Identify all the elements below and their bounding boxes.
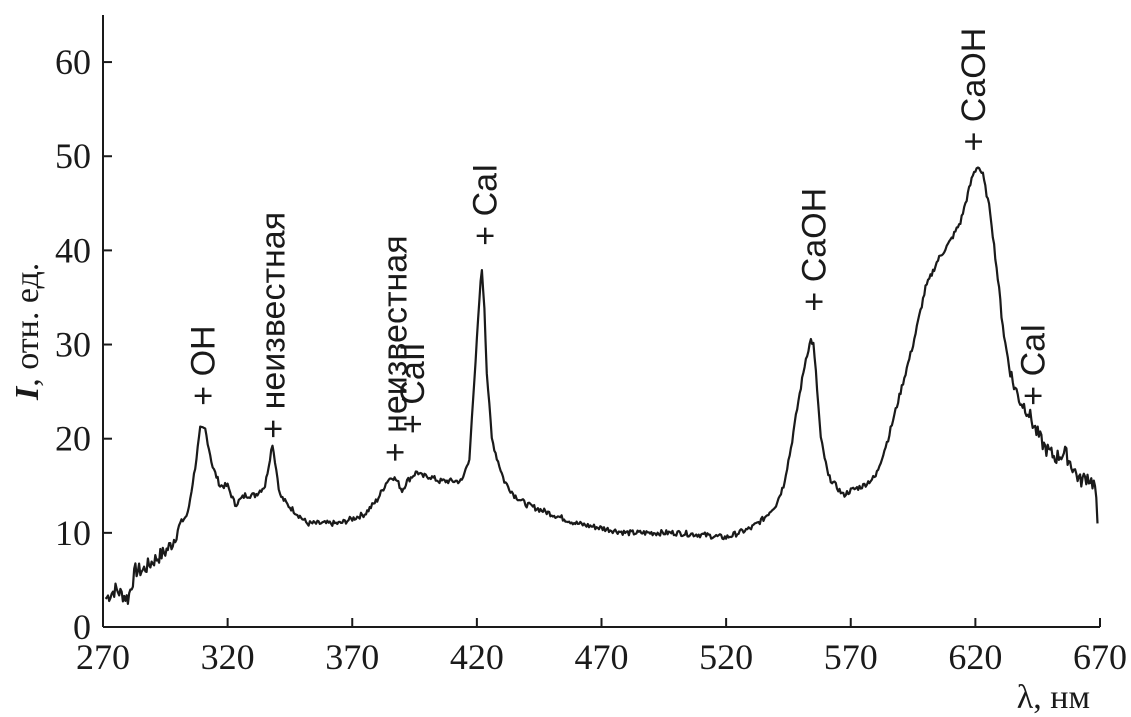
x-tick-label: 670	[1073, 637, 1127, 677]
peak-annotations: + OH + неизвестная + неизвестная+ CaII+ Ca…	[185, 28, 1053, 462]
x-tick-label: 420	[450, 637, 504, 677]
peak-annotation-label: + CaI	[466, 163, 504, 245]
y-tick-label: 30	[55, 325, 91, 365]
y-tick-label: 60	[55, 42, 91, 82]
x-tick-label: 470	[575, 637, 629, 677]
peak-annotation: + CaI	[1015, 323, 1053, 405]
y-tick-label: 0	[73, 607, 91, 647]
peak-annotation-label: + CaII	[394, 342, 432, 434]
y-axis-unit: , отн. ед.	[9, 263, 46, 387]
peak-annotation: + CaOH	[795, 188, 833, 312]
x-ticks: 270 320 370 420 470 520 570 620 670	[76, 618, 1127, 677]
x-tick-label: 370	[325, 637, 379, 677]
y-ticks: 0 10 20 30 40 50 60	[55, 42, 112, 647]
peak-annotation: + CaI	[466, 163, 504, 245]
y-tick-label: 20	[55, 419, 91, 459]
peak-annotation: + OH	[185, 325, 223, 405]
peak-annotation-label: + OH	[185, 325, 223, 405]
x-tick-label: 570	[824, 637, 878, 677]
x-axis-label: λ, нм	[1017, 679, 1090, 716]
y-axis-label: I, отн. ед.	[9, 263, 46, 401]
peak-annotation: + неизвестная	[255, 212, 293, 439]
peak-annotation: + CaOH	[955, 28, 993, 152]
y-tick-label: 10	[55, 513, 91, 553]
x-tick-label: 520	[699, 637, 753, 677]
peak-annotation: + неизвестная	[377, 235, 415, 462]
y-tick-label: 50	[55, 136, 91, 176]
peak-annotation-label: + CaOH	[955, 28, 993, 152]
x-tick-label: 270	[76, 637, 130, 677]
peak-annotation-label: + неизвестная	[377, 235, 415, 462]
axes	[102, 15, 1100, 628]
peak-annotation-label: + CaOH	[795, 188, 833, 312]
x-tick-label: 320	[201, 637, 255, 677]
peak-annotation-label: + CaI	[1015, 323, 1053, 405]
y-tick-label: 40	[55, 230, 91, 270]
y-axis-symbol: I	[9, 385, 46, 401]
peak-annotation-label: + неизвестная	[255, 212, 293, 439]
spectrum-line	[104, 166, 1099, 605]
peak-annotation: + CaII	[394, 342, 432, 434]
x-tick-label: 620	[948, 637, 1002, 677]
